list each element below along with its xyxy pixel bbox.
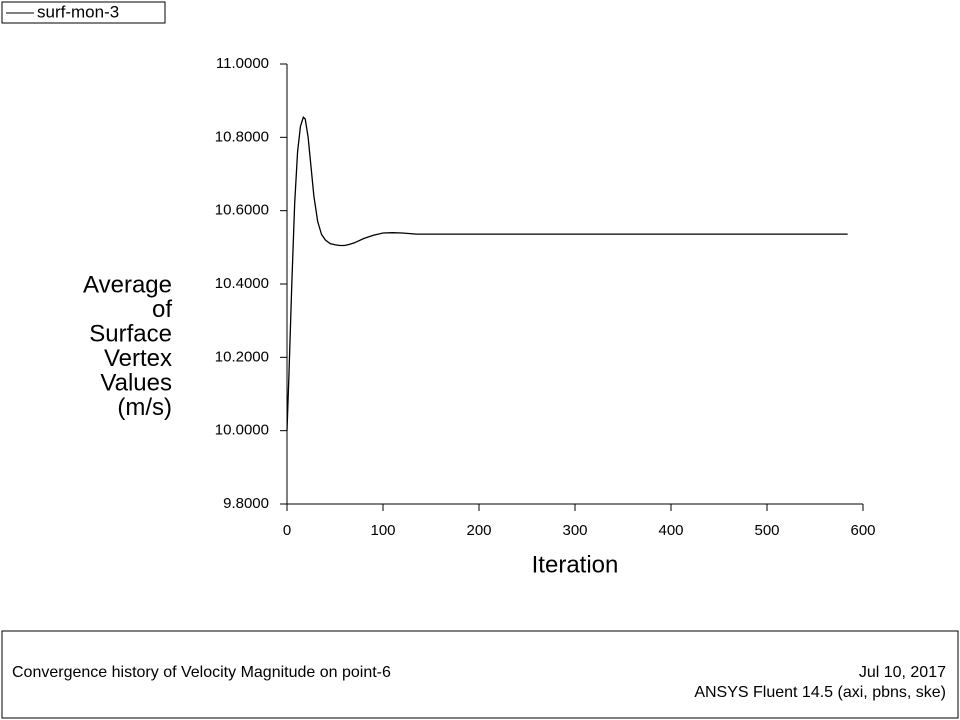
y-tick-label: 11.0000 xyxy=(216,55,269,72)
x-tick-label: 100 xyxy=(370,522,395,539)
data-line xyxy=(286,115,848,431)
y-axis-title: of xyxy=(152,296,172,323)
y-tick-label: 10.6000 xyxy=(215,202,269,219)
legend-box xyxy=(1,1,166,24)
footer-title: Convergence history of Velocity Magnitud… xyxy=(12,664,391,681)
y-tick-label: 10.8000 xyxy=(215,128,269,145)
footer-box xyxy=(1,630,959,719)
y-axis-title: (m/s) xyxy=(117,394,172,421)
y-tick-label: 10.2000 xyxy=(215,348,269,365)
x-tick-label: 300 xyxy=(562,522,587,539)
x-tick-label: 500 xyxy=(754,522,779,539)
y-axis-title: Surface xyxy=(89,320,172,347)
y-tick-label: 10.4000 xyxy=(215,275,269,292)
x-tick-label: 400 xyxy=(658,522,683,539)
y-axis-title: Values xyxy=(100,369,172,396)
y-tick-label: 10.0000 xyxy=(215,422,269,439)
y-axis-title: Vertex xyxy=(104,345,172,372)
x-axis-title: Iteration xyxy=(532,551,619,578)
footer-solver: ANSYS Fluent 14.5 (axi, pbns, ske) xyxy=(694,684,946,701)
footer-date: Jul 10, 2017 xyxy=(859,664,946,681)
x-tick-label: 0 xyxy=(283,522,291,539)
x-tick-label: 600 xyxy=(850,522,875,539)
x-tick-label: 200 xyxy=(466,522,491,539)
legend-label: surf-mon-3 xyxy=(37,2,119,21)
y-tick-label: 9.8000 xyxy=(223,495,269,512)
y-axis-title: Average xyxy=(83,271,172,298)
